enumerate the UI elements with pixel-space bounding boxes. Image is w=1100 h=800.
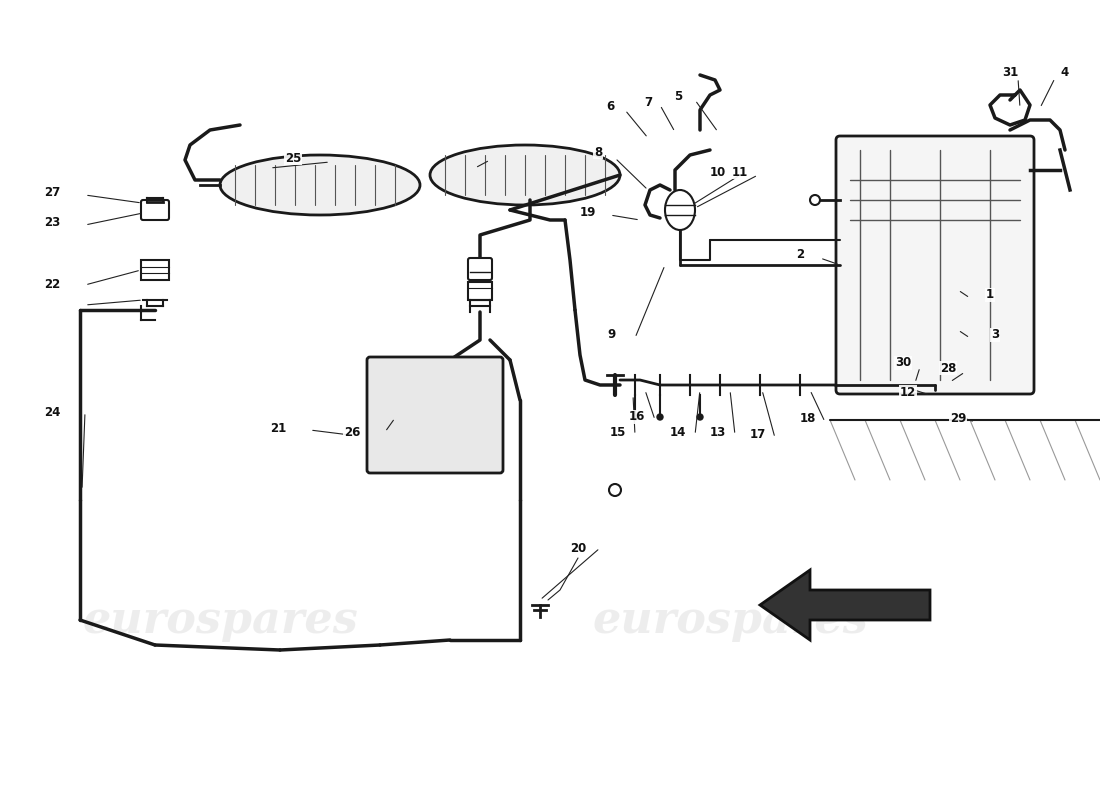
Text: 22: 22 xyxy=(44,278,60,291)
FancyBboxPatch shape xyxy=(468,258,492,280)
Text: 14: 14 xyxy=(670,426,686,438)
Text: 29: 29 xyxy=(949,411,966,425)
Text: 18: 18 xyxy=(800,411,816,425)
Text: 4: 4 xyxy=(1060,66,1069,78)
Text: 23: 23 xyxy=(44,215,60,229)
Text: 10: 10 xyxy=(710,166,726,178)
FancyBboxPatch shape xyxy=(141,200,169,220)
Text: 2: 2 xyxy=(796,249,804,262)
Ellipse shape xyxy=(430,145,620,205)
Text: 11: 11 xyxy=(732,166,748,178)
FancyBboxPatch shape xyxy=(367,357,503,473)
FancyBboxPatch shape xyxy=(468,282,492,300)
Text: eurospares: eurospares xyxy=(592,598,868,642)
Polygon shape xyxy=(760,570,930,640)
Text: 30: 30 xyxy=(895,357,911,370)
Text: 26: 26 xyxy=(344,426,360,438)
FancyBboxPatch shape xyxy=(836,136,1034,394)
Text: 25: 25 xyxy=(285,151,301,165)
Circle shape xyxy=(657,414,663,420)
Text: 8: 8 xyxy=(594,146,602,158)
Text: 20: 20 xyxy=(570,542,586,554)
Text: 17: 17 xyxy=(750,429,766,442)
Text: 31: 31 xyxy=(1002,66,1019,78)
Text: 9: 9 xyxy=(608,329,616,342)
Text: 6: 6 xyxy=(606,101,614,114)
Text: 15: 15 xyxy=(609,426,626,438)
FancyBboxPatch shape xyxy=(141,260,169,280)
Circle shape xyxy=(632,414,638,420)
Text: 24: 24 xyxy=(44,406,60,418)
Text: 21: 21 xyxy=(270,422,286,434)
Ellipse shape xyxy=(666,190,695,230)
Text: 7: 7 xyxy=(644,95,652,109)
Text: 19: 19 xyxy=(580,206,596,218)
Text: 28: 28 xyxy=(939,362,956,374)
Text: 27: 27 xyxy=(44,186,60,198)
Text: 12: 12 xyxy=(900,386,916,398)
Text: 16: 16 xyxy=(629,410,646,423)
Text: 13: 13 xyxy=(710,426,726,438)
Text: 3: 3 xyxy=(991,329,999,342)
Ellipse shape xyxy=(220,155,420,215)
Text: 5: 5 xyxy=(674,90,682,103)
Text: 20: 20 xyxy=(570,542,586,554)
Text: eurospares: eurospares xyxy=(82,598,358,642)
Circle shape xyxy=(697,414,703,420)
Text: 1: 1 xyxy=(986,289,994,302)
